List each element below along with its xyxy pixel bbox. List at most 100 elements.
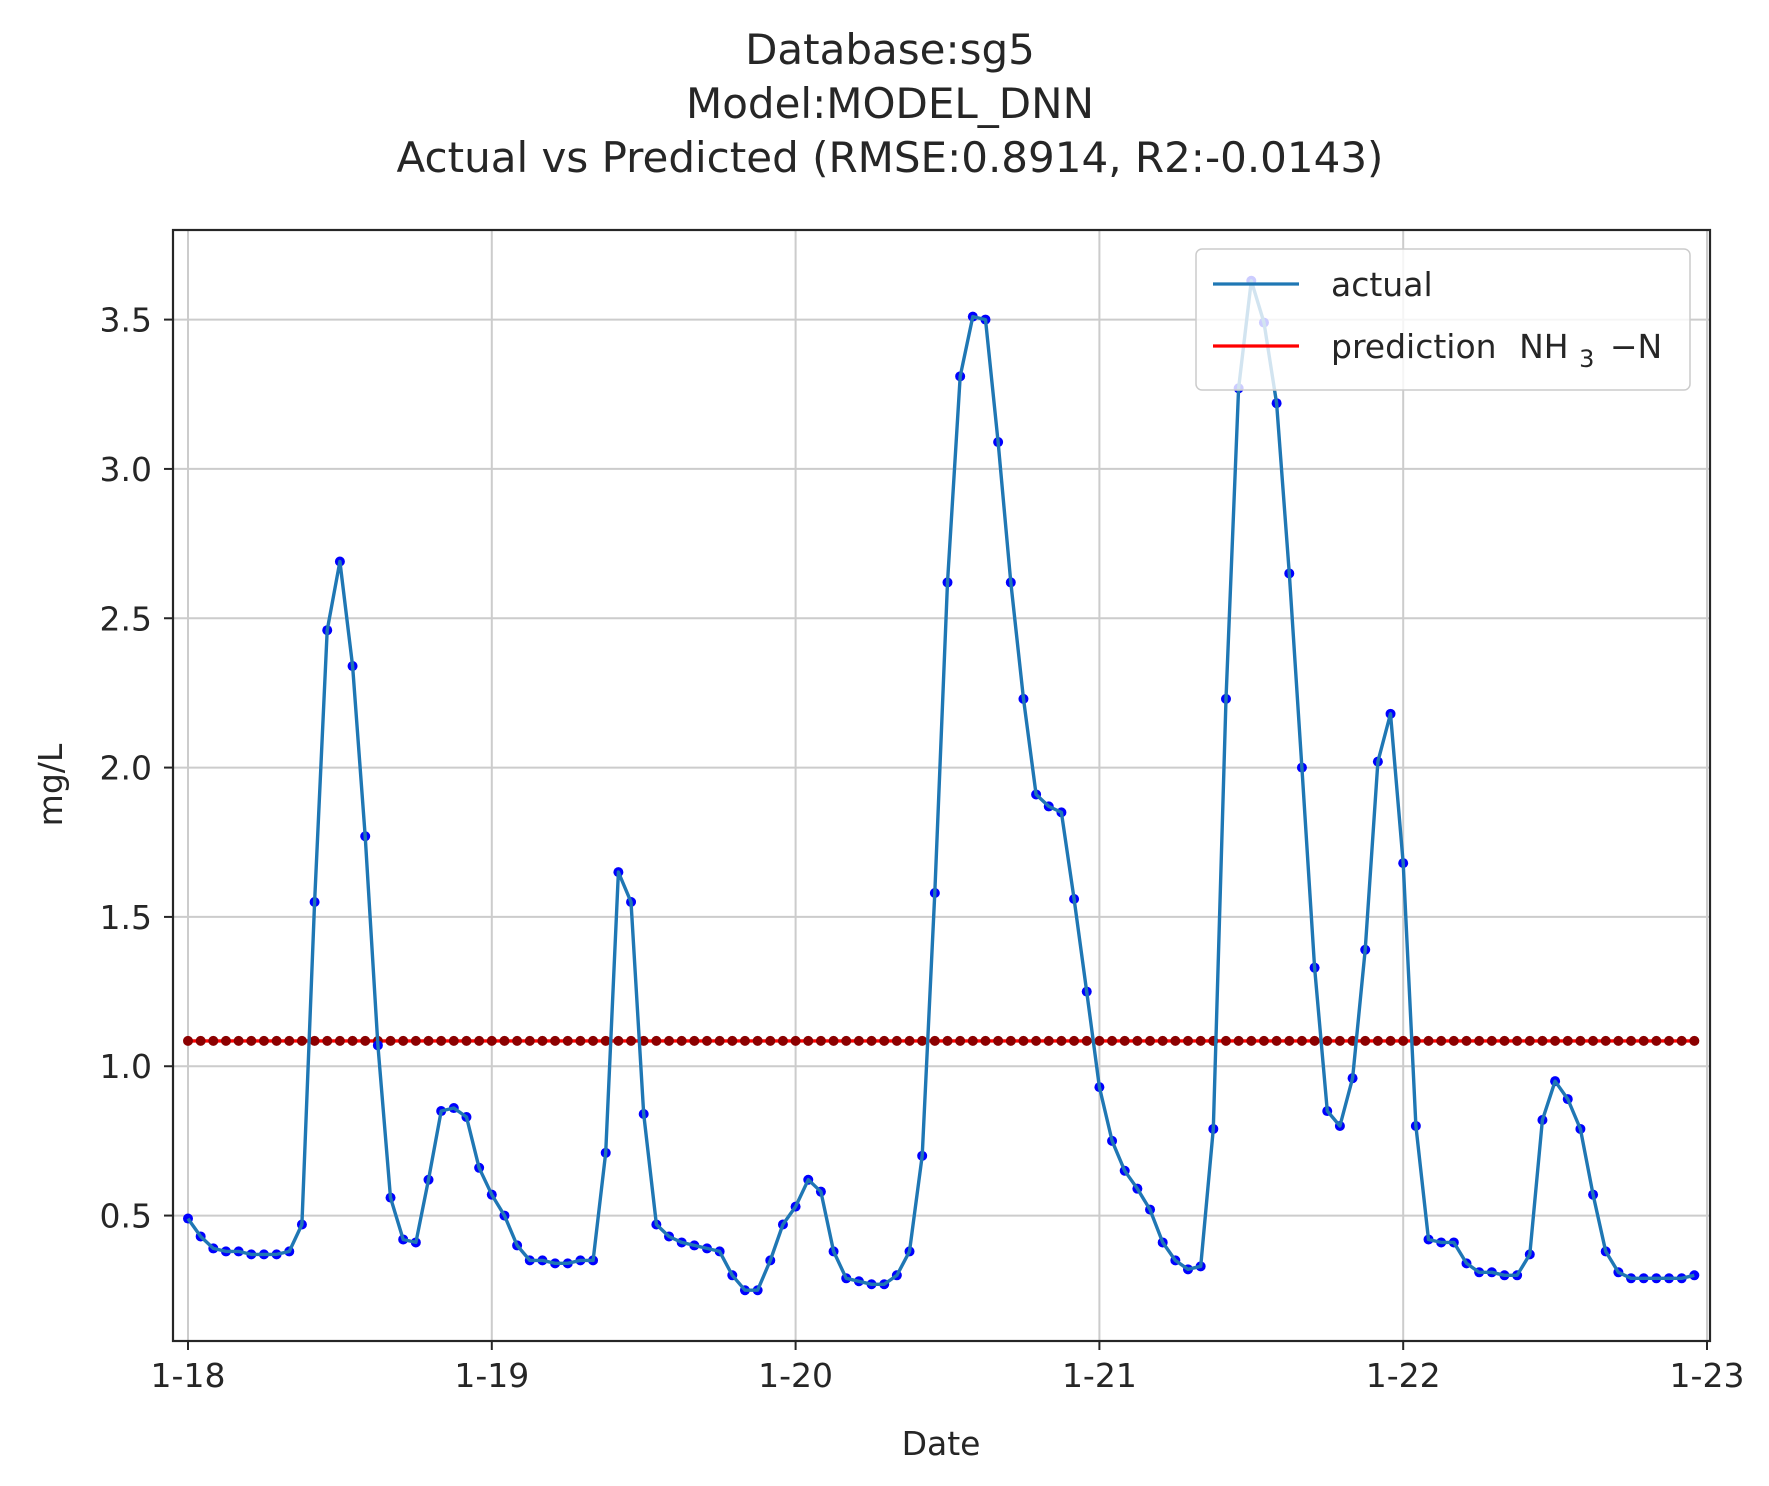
prediction-point	[701, 1035, 712, 1046]
prediction-point	[1575, 1035, 1586, 1046]
prediction-point	[790, 1035, 801, 1046]
y-tick-label: 2.5	[100, 599, 152, 638]
prediction-point	[423, 1035, 434, 1046]
prediction-point	[1005, 1035, 1016, 1046]
x-tick-label: 1-22	[1366, 1356, 1441, 1395]
grid	[173, 230, 1710, 1341]
title-line-1: Database:sg5	[745, 25, 1035, 74]
prediction-point	[1031, 1035, 1042, 1046]
legend-label-actual: actual	[1331, 265, 1433, 304]
prediction-point	[1360, 1035, 1371, 1046]
prediction-point	[1550, 1035, 1561, 1046]
prediction-point	[727, 1035, 738, 1046]
prediction-point	[1423, 1035, 1434, 1046]
y-tick-label: 2.0	[100, 749, 152, 788]
y-axis-label: mg/L	[31, 743, 70, 826]
x-tick-label: 1-19	[454, 1356, 529, 1395]
legend-label-prediction: prediction NH 3 −N	[1331, 327, 1662, 375]
prediction-point	[638, 1035, 649, 1046]
prediction-point	[1018, 1035, 1029, 1046]
prediction-point	[334, 1035, 345, 1046]
prediction-point	[347, 1035, 358, 1046]
prediction-point	[537, 1035, 548, 1046]
prediction-point	[1638, 1035, 1649, 1046]
prediction-point	[1246, 1035, 1257, 1046]
prediction-point	[714, 1035, 725, 1046]
plot-frame	[171, 228, 1712, 1343]
prediction-point	[309, 1035, 320, 1046]
prediction-point	[550, 1035, 561, 1046]
x-tick-label: 1-18	[151, 1356, 226, 1395]
prediction-point	[917, 1035, 928, 1046]
x-tick-label: 1-20	[758, 1356, 833, 1395]
prediction-point	[1322, 1035, 1333, 1046]
prediction-point	[271, 1035, 282, 1046]
prediction-point	[904, 1035, 915, 1046]
prediction-point	[803, 1035, 814, 1046]
prediction-point	[752, 1035, 763, 1046]
legend-prediction-formula-b: −N	[1610, 327, 1662, 366]
prediction-point	[410, 1035, 421, 1046]
y-tick-label: 3.5	[100, 301, 152, 340]
prediction-point	[1069, 1035, 1080, 1046]
prediction-point	[891, 1035, 902, 1046]
prediction-point	[1233, 1035, 1244, 1046]
prediction-point	[1132, 1035, 1143, 1046]
prediction-point	[1651, 1035, 1662, 1046]
prediction-point	[524, 1035, 535, 1046]
actual-point	[1689, 1270, 1700, 1281]
prediction-point	[841, 1035, 852, 1046]
prediction-point	[208, 1035, 219, 1046]
prediction-point	[1145, 1035, 1156, 1046]
prediction-point	[1258, 1035, 1269, 1046]
prediction-point	[233, 1035, 244, 1046]
prediction-point	[1626, 1035, 1637, 1046]
title-line-2: Model:MODEL_DNN	[686, 79, 1094, 128]
x-tick-label: 1-23	[1670, 1356, 1745, 1395]
prediction-point	[1170, 1035, 1181, 1046]
prediction-point	[1296, 1035, 1307, 1046]
prediction-point	[183, 1035, 193, 1046]
prediction-point	[879, 1035, 890, 1046]
prediction-point	[1588, 1035, 1599, 1046]
prediction-point	[1094, 1035, 1105, 1046]
prediction-point	[955, 1035, 966, 1046]
prediction-point	[1334, 1035, 1345, 1046]
prediction-point	[588, 1035, 599, 1046]
series-line-actual	[186, 279, 1695, 1292]
prediction-point	[664, 1035, 675, 1046]
prediction-point	[1524, 1035, 1535, 1046]
prediction-point	[562, 1035, 573, 1046]
prediction-point	[1664, 1035, 1675, 1046]
prediction-point	[195, 1035, 206, 1046]
prediction-point	[258, 1035, 269, 1046]
prediction-point	[600, 1035, 611, 1046]
prediction-point	[1613, 1035, 1624, 1046]
prediction-point	[1486, 1035, 1497, 1046]
prediction-point	[1271, 1035, 1282, 1046]
prediction-point	[322, 1035, 333, 1046]
prediction-point	[1195, 1035, 1206, 1046]
prediction-point	[1043, 1035, 1054, 1046]
prediction-point	[626, 1035, 637, 1046]
prediction-point	[246, 1035, 257, 1046]
prediction-point	[613, 1035, 624, 1046]
prediction-point	[1398, 1035, 1409, 1046]
prediction-point	[1474, 1035, 1485, 1046]
legend: actual prediction NH 3 −N	[1195, 248, 1691, 391]
prediction-point	[398, 1035, 409, 1046]
legend-prediction-word: prediction	[1331, 327, 1497, 366]
prediction-point	[360, 1035, 371, 1046]
prediction-point	[461, 1035, 472, 1046]
prediction-point	[1448, 1035, 1459, 1046]
prediction-point	[853, 1035, 864, 1046]
prediction-point	[1157, 1035, 1168, 1046]
prediction-point	[1284, 1035, 1295, 1046]
y-tick-label: 0.5	[100, 1197, 152, 1236]
prediction-point	[765, 1035, 776, 1046]
plot-area	[173, 230, 1710, 1341]
prediction-point	[1562, 1035, 1573, 1046]
series-layer	[183, 275, 1700, 1296]
prediction-point	[980, 1035, 991, 1046]
